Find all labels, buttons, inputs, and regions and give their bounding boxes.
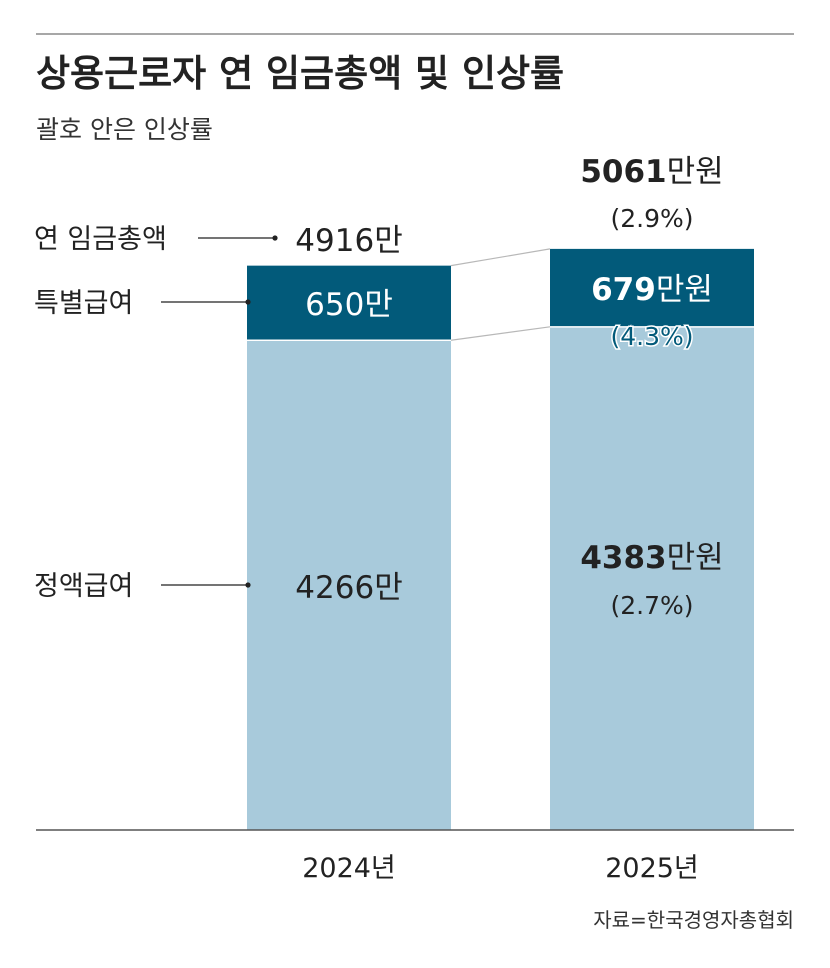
regular-label-2025: 4383만원 xyxy=(580,540,723,576)
special-label-2024: 650만 xyxy=(305,287,393,323)
special-label-2024-unit: 만 xyxy=(364,287,393,323)
total-label-2025-number: 5061 xyxy=(580,154,666,190)
special-label-2024-number: 650 xyxy=(305,287,364,323)
regular-growth-2025: (2.7%) xyxy=(610,591,693,620)
bar-special-2024년 xyxy=(247,265,451,341)
total-label-2024: 4916만 xyxy=(295,223,402,259)
x-tick-label: 2025년 xyxy=(605,853,699,884)
regular-label-2024-unit: 만 xyxy=(374,570,403,606)
connector-top xyxy=(450,248,551,267)
plot-area: 2024년 2025년4916만650만4266만5061만원(2.9%)679만… xyxy=(34,154,794,884)
side-label-regular: 정액급여 xyxy=(34,571,133,602)
connector-middle xyxy=(450,326,551,341)
bar-special-2025년 xyxy=(550,248,754,327)
leader-dot-special xyxy=(245,299,251,305)
bar-regular-2024년 xyxy=(247,340,451,830)
chart-title: 상용근로자 연 임금총액 및 인상률 xyxy=(36,52,564,95)
special-label-2025-number: 679 xyxy=(591,272,656,308)
regular-label-2025-number: 4383 xyxy=(580,540,666,576)
leader-dot-total xyxy=(272,235,278,241)
chart-subtitle: 괄호 안은 인상률 xyxy=(36,115,213,144)
special-label-2025: 679만원 xyxy=(591,272,713,308)
source-note: 자료=한국경영자총협회 xyxy=(593,908,794,932)
total-label-2025-unit: 만원 xyxy=(667,154,724,190)
regular-label-2024: 4266만 xyxy=(295,570,402,606)
total-label-2024-unit: 만 xyxy=(374,223,403,259)
total-label-2025: 5061만원 xyxy=(580,154,723,190)
special-growth-2025: (4.3%) xyxy=(610,322,693,351)
special-label-2025-unit: 만원 xyxy=(656,272,713,308)
leader-dot-regular xyxy=(245,582,251,588)
x-tick-label: 2024년 xyxy=(302,853,396,884)
total-label-2024-number: 4916 xyxy=(295,223,374,259)
total-growth-2025: (2.9%) xyxy=(610,204,693,233)
bar-regular-2025년 xyxy=(550,326,754,830)
side-label-total: 연 임금총액 xyxy=(34,224,167,255)
regular-label-2024-number: 4266 xyxy=(295,570,374,606)
regular-label-2025-unit: 만원 xyxy=(667,540,724,576)
side-label-special: 특별급여 xyxy=(34,288,133,319)
